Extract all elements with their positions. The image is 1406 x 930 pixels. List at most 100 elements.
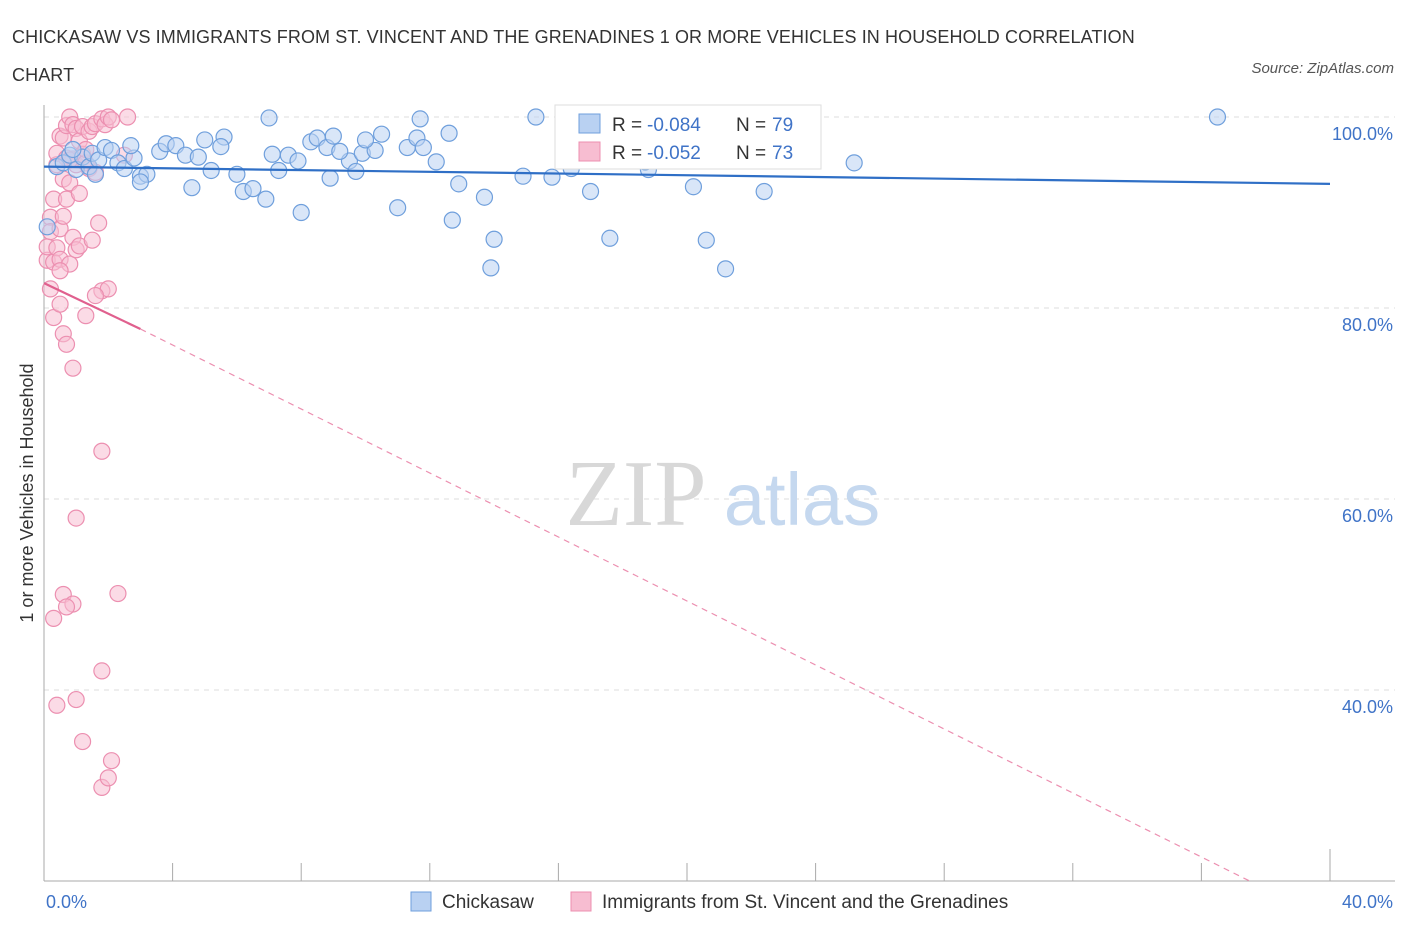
stats-legend: R = -0.084 N = 79 R = -0.052 N = 73 bbox=[554, 104, 822, 170]
y-tick-label: 100.0% bbox=[1332, 124, 1393, 144]
trend-line-chickasaw bbox=[43, 165, 1331, 185]
data-point-immigrants bbox=[73, 732, 92, 751]
data-point-chickasaw bbox=[389, 199, 407, 217]
data-point-chickasaw bbox=[716, 260, 735, 278]
bottom-legend-swatch-chickasaw bbox=[410, 891, 432, 912]
data-point-chickasaw bbox=[475, 188, 494, 206]
data-point-immigrants bbox=[102, 752, 121, 770]
trend-line-immigrants-extension bbox=[140, 328, 1250, 882]
data-point-chickasaw bbox=[845, 154, 863, 172]
data-point-chickasaw bbox=[244, 180, 262, 198]
bottom-legend-immigrants: Immigrants from St. Vincent and the Gren… bbox=[602, 892, 1008, 913]
data-point-chickasaw bbox=[38, 218, 56, 236]
data-point-chickasaw bbox=[414, 138, 432, 157]
data-point-immigrants bbox=[51, 295, 69, 313]
data-point-chickasaw bbox=[356, 131, 375, 149]
y-tick-label: 80.0% bbox=[1342, 315, 1393, 335]
data-point-chickasaw bbox=[482, 259, 500, 277]
data-point-immigrants bbox=[118, 108, 137, 126]
x-tick-label: 0.0% bbox=[46, 892, 87, 912]
legend-n-value-immigrants: 73 bbox=[772, 143, 793, 164]
data-point-chickasaw bbox=[411, 110, 429, 128]
data-point-chickasaw bbox=[601, 229, 619, 247]
bottom-legend-swatch-immigrants bbox=[570, 891, 592, 912]
data-point-chickasaw bbox=[450, 175, 468, 193]
data-point-chickasaw bbox=[324, 127, 342, 145]
legend-n-label-chickasaw: N = bbox=[736, 115, 766, 136]
data-point-chickasaw bbox=[543, 168, 561, 186]
data-point-chickasaw bbox=[189, 148, 207, 166]
data-point-chickasaw bbox=[64, 140, 82, 159]
data-point-chickasaw bbox=[131, 173, 150, 191]
data-point-immigrants bbox=[45, 609, 63, 627]
data-point-chickasaw bbox=[1208, 108, 1227, 126]
trend-lines bbox=[43, 165, 1331, 882]
data-point-immigrants bbox=[93, 442, 111, 460]
series-immigrants-points bbox=[38, 108, 137, 797]
legend-r-value-chickasaw: -0.084 bbox=[647, 115, 701, 136]
data-point-immigrants bbox=[93, 662, 111, 680]
data-point-chickasaw bbox=[263, 145, 281, 163]
data-point-immigrants bbox=[77, 307, 95, 325]
data-point-chickasaw bbox=[755, 182, 773, 201]
data-point-chickasaw bbox=[443, 211, 461, 229]
legend-n-label-immigrants: N = bbox=[736, 143, 766, 164]
data-point-chickasaw bbox=[697, 231, 715, 249]
y-axis-label: 1 or more Vehicles in Household bbox=[17, 363, 37, 622]
data-point-chickasaw bbox=[527, 108, 545, 126]
y-tick-label: 60.0% bbox=[1342, 506, 1393, 526]
data-point-immigrants bbox=[51, 262, 69, 280]
data-point-chickasaw bbox=[372, 125, 391, 143]
data-point-immigrants bbox=[70, 184, 88, 202]
series-chickasaw-points bbox=[38, 108, 1227, 278]
series-legend: Chickasaw Immigrants from St. Vincent an… bbox=[410, 891, 1008, 913]
data-point-chickasaw bbox=[514, 167, 532, 185]
data-point-chickasaw bbox=[366, 141, 384, 160]
data-point-chickasaw bbox=[289, 152, 307, 170]
data-point-chickasaw bbox=[321, 169, 339, 187]
grid-lines bbox=[44, 116, 1395, 691]
data-point-immigrants bbox=[67, 690, 85, 709]
data-point-chickasaw bbox=[485, 230, 503, 248]
data-point-immigrants bbox=[83, 231, 101, 249]
data-point-chickasaw bbox=[260, 109, 278, 127]
axes bbox=[43, 105, 1395, 882]
legend-swatch-immigrants bbox=[578, 141, 601, 162]
x-tick-label: 40.0% bbox=[1342, 892, 1393, 912]
legend-r-value-immigrants: -0.052 bbox=[647, 143, 701, 164]
legend-r-label-immigrants: R = bbox=[612, 143, 642, 164]
data-point-chickasaw bbox=[183, 179, 201, 197]
data-point-chickasaw bbox=[196, 131, 214, 149]
data-point-chickasaw bbox=[212, 138, 230, 156]
data-point-chickasaw bbox=[122, 137, 140, 155]
x-tick-labels: 0.0% 40.0% bbox=[46, 892, 1393, 912]
data-point-chickasaw bbox=[427, 153, 445, 171]
trend-line-immigrants bbox=[43, 282, 141, 331]
data-point-immigrants bbox=[102, 111, 121, 129]
data-point-immigrants bbox=[48, 696, 66, 714]
data-point-immigrants bbox=[54, 207, 72, 225]
data-point-immigrants bbox=[90, 214, 108, 232]
source-credit: Source: ZipAtlas.com bbox=[1251, 60, 1394, 77]
data-point-chickasaw bbox=[581, 182, 600, 201]
watermark-atlas: atlas bbox=[724, 458, 880, 541]
legend-n-value-chickasaw: 79 bbox=[772, 115, 793, 136]
bottom-legend-chickasaw: Chickasaw bbox=[442, 892, 534, 913]
data-point-chickasaw bbox=[86, 165, 105, 183]
data-point-immigrants bbox=[109, 584, 127, 603]
watermark-zip: ZIP bbox=[566, 442, 707, 546]
data-point-chickasaw bbox=[684, 178, 703, 196]
data-point-immigrants bbox=[57, 335, 76, 353]
y-tick-label: 40.0% bbox=[1342, 697, 1393, 717]
data-point-immigrants bbox=[99, 769, 117, 787]
data-point-chickasaw bbox=[202, 161, 220, 180]
data-point-immigrants bbox=[57, 598, 76, 616]
data-point-chickasaw bbox=[331, 142, 349, 160]
data-point-immigrants bbox=[67, 509, 85, 527]
data-point-immigrants bbox=[64, 359, 82, 377]
legend-r-label-chickasaw: R = bbox=[612, 115, 642, 136]
data-point-chickasaw bbox=[257, 190, 275, 208]
data-point-chickasaw bbox=[440, 124, 458, 142]
y-tick-labels: 100.0% 80.0% 60.0% 40.0% bbox=[1332, 124, 1393, 717]
